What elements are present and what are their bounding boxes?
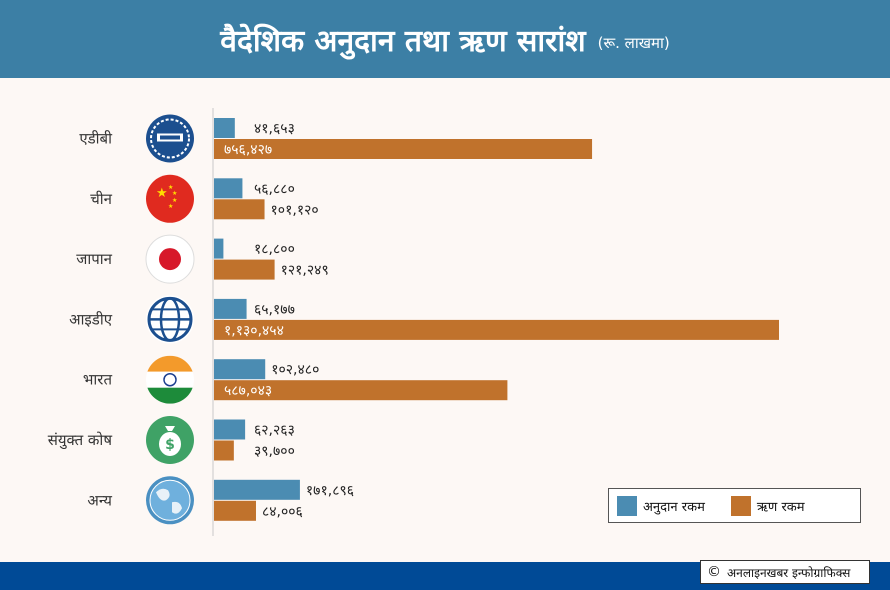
grant-bar bbox=[214, 118, 235, 138]
grant-value-label: १७१,८९६ bbox=[306, 483, 354, 499]
grant-value-label: १८,८०० bbox=[254, 242, 295, 258]
grant-bar bbox=[214, 359, 266, 380]
category-label: चीन bbox=[90, 190, 112, 208]
page-title: वैदेशिक अनुदान तथा ऋण सारांश (रू. लाखमा) bbox=[0, 0, 890, 78]
grant-bar bbox=[214, 479, 300, 500]
loan-bar bbox=[214, 380, 508, 401]
category-label: भारत bbox=[83, 371, 113, 389]
svg-text:★: ★ bbox=[172, 197, 177, 204]
copyright-icon: © bbox=[707, 564, 721, 580]
svg-text:★: ★ bbox=[168, 203, 173, 210]
category-label: जापान bbox=[76, 250, 112, 268]
grant-value-label: ४१,६५३ bbox=[254, 121, 295, 137]
grant-bar bbox=[214, 298, 247, 319]
loan-value-label: ३९,७०० bbox=[254, 444, 295, 460]
loan-bar bbox=[214, 199, 265, 220]
credit-box: © अनलाइनखबर इन्फोग्राफिक्स bbox=[700, 560, 870, 584]
money-bag-icon: $ bbox=[146, 416, 194, 464]
loan-bar bbox=[214, 319, 779, 340]
title-main: वैदेशिक अनुदान तथा ऋण सारांश bbox=[220, 23, 586, 59]
loan-bar bbox=[214, 500, 256, 521]
grant-bar bbox=[214, 178, 243, 199]
loan-value-label: ७५६,४२७ bbox=[224, 142, 272, 158]
loan-bar bbox=[214, 259, 275, 280]
credit-text: अनलाइनखबर इन्फोग्राफिक्स bbox=[727, 565, 851, 580]
globe-icon bbox=[146, 476, 194, 525]
legend-label-loan: ऋण रकम bbox=[756, 499, 805, 515]
legend-swatch-loan bbox=[730, 495, 751, 516]
svg-text:★: ★ bbox=[156, 186, 168, 201]
loan-value-label: १०१,१२० bbox=[271, 202, 319, 218]
svg-text:★: ★ bbox=[172, 190, 177, 197]
world-bank-logo-icon bbox=[146, 295, 194, 344]
loan-value-label: १,१३०,४५४ bbox=[224, 323, 284, 339]
grant-bar bbox=[214, 238, 224, 259]
svg-text:$: $ bbox=[165, 437, 175, 453]
loan-value-label: ५८७,०४३ bbox=[224, 383, 272, 399]
header-band bbox=[0, 0, 890, 78]
india-flag-icon bbox=[146, 355, 194, 404]
loan-value-label: ८४,००६ bbox=[262, 504, 303, 520]
title-unit: (रू. लाखमा) bbox=[597, 34, 670, 52]
legend-item-loan: ऋण रकम bbox=[730, 495, 805, 516]
legend-swatch-grant bbox=[617, 495, 637, 516]
grant-value-label: ६५,१७७ bbox=[254, 302, 295, 318]
grant-value-label: ५६,८८० bbox=[254, 181, 295, 197]
category-label: संयुक्त कोष bbox=[48, 431, 113, 450]
chart-legend: अनुदान रकम ऋण रकम bbox=[608, 488, 861, 523]
loan-value-label: १२१,२४९ bbox=[281, 263, 329, 279]
legend-label-grant: अनुदान रकम bbox=[643, 499, 705, 515]
japan-flag-icon bbox=[145, 234, 195, 284]
svg-text:★: ★ bbox=[168, 184, 173, 191]
adb-logo-icon bbox=[146, 114, 194, 163]
grant-bar bbox=[214, 419, 246, 440]
loan-bar bbox=[214, 139, 593, 159]
category-label: अन्य bbox=[87, 491, 112, 509]
grant-value-label: ६२,२६३ bbox=[254, 423, 295, 439]
loan-bar bbox=[214, 440, 234, 461]
grant-value-label: १०२,४८० bbox=[271, 362, 319, 378]
category-label: एडीबी bbox=[79, 130, 113, 148]
category-label: आइडीए bbox=[69, 310, 113, 328]
china-flag-icon: ★ ★★★★ bbox=[146, 174, 194, 223]
legend-item-grant: अनुदान रकम bbox=[617, 495, 705, 516]
